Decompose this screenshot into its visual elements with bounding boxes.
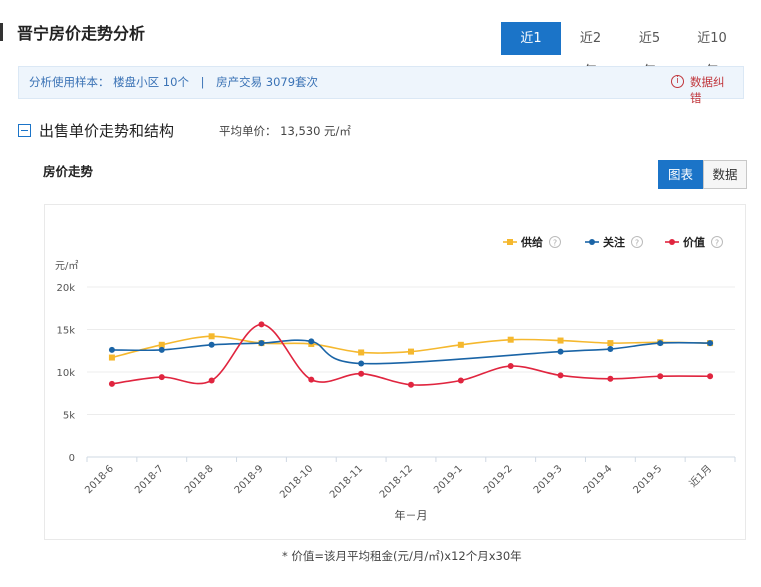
data-point <box>557 348 564 355</box>
data-point <box>358 370 365 377</box>
x-tick-label: 2018-7 <box>133 463 166 496</box>
data-point <box>108 380 115 387</box>
data-point <box>557 337 564 344</box>
sample-transactions: 房产交易 3079套次 <box>216 75 319 89</box>
y-tick-label: 0 <box>69 453 75 464</box>
help-icon <box>549 236 561 248</box>
legend-label: 供给 <box>520 235 543 249</box>
legend-marker <box>669 239 675 245</box>
data-point <box>358 360 365 367</box>
x-tick-label: 2019-5 <box>632 463 665 496</box>
value-footnote: * 价值=该月平均租金(元/月/㎡)x12个月x30年 <box>282 549 522 563</box>
info-circle-icon: i <box>671 75 684 88</box>
data-point <box>158 341 165 348</box>
data-point <box>158 374 165 381</box>
sample-info-bar: 分析使用样本： 楼盘小区 10个 | 房产交易 3079套次 <box>18 66 744 99</box>
series-line-3 <box>111 323 711 386</box>
data-point <box>208 377 215 384</box>
x-tick-label: 2018-11 <box>328 463 365 500</box>
average-price: 平均单价： 13,530 元/㎡ <box>219 124 351 138</box>
data-point <box>208 341 215 348</box>
data-point <box>457 341 464 348</box>
help-icon-glyph: ? <box>553 239 557 248</box>
y-tick-label: 20k <box>56 283 75 294</box>
x-tick-label: 2018-8 <box>183 463 216 496</box>
data-correction-link[interactable]: i 数据纠错 <box>671 74 735 106</box>
page-title-bar: 晋宁房价走势分析 <box>0 22 146 43</box>
data-point <box>657 373 664 380</box>
sample-communities: 楼盘小区 10个 <box>113 75 189 89</box>
data-point <box>358 349 365 356</box>
x-tick-label: 近1月 <box>686 462 714 490</box>
price-trend-chart: 0 5k 10k 15k 20k 元/㎡ 2018-6 2018-7 2018-8 2018-9 2… <box>44 204 746 540</box>
chart-section-title: 房价走势 <box>43 164 94 179</box>
data-point <box>507 336 514 343</box>
sample-label: 分析使用样本： <box>29 75 110 89</box>
data-point <box>707 340 714 347</box>
sample-separator: | <box>200 75 205 89</box>
chart-canvas: 0 5k 10k 15k 20k 元/㎡ 2018-6 2018-7 2018-8 2018-9 2… <box>55 235 736 522</box>
x-tick-label: 2018-10 <box>278 463 315 500</box>
time-range-tabs: 近1 年 近2 年 近5 年 近10 年 <box>501 22 745 79</box>
data-point <box>507 363 514 370</box>
section-title: 出售单价走势和结构 <box>39 122 175 140</box>
data-view-button[interactable]: 数据 <box>703 160 747 189</box>
data-point <box>607 340 614 347</box>
data-point <box>408 348 414 355</box>
y-tick-label: 15k <box>56 326 75 337</box>
x-tick-label: 2018-6 <box>83 463 116 496</box>
data-point <box>308 338 315 345</box>
help-icon <box>711 236 723 248</box>
data-correction-label: 数据纠错 <box>690 75 725 105</box>
data-point <box>408 381 414 388</box>
help-icon-glyph: ? <box>635 239 639 248</box>
tab-2-years[interactable]: 近2 年 <box>579 31 602 79</box>
data-point <box>308 376 315 383</box>
data-point <box>108 354 115 361</box>
data-point <box>108 346 115 353</box>
collapse-minus-icon[interactable] <box>18 124 31 137</box>
series-line-2 <box>111 339 711 365</box>
data-point <box>258 321 265 328</box>
x-tick-label: 2019-4 <box>582 463 615 496</box>
data-point <box>158 346 165 353</box>
help-icon <box>631 236 643 248</box>
title-accent-bar <box>0 23 3 41</box>
tab-1-year[interactable]: 近1 年 <box>501 22 561 79</box>
data-point <box>707 373 714 380</box>
data-point <box>258 340 265 347</box>
x-tick-label: 2018-12 <box>378 463 415 500</box>
data-point <box>208 333 215 340</box>
legend-marker <box>589 239 595 245</box>
data-point <box>557 372 564 379</box>
section-header: 出售单价走势和结构 <box>18 120 174 141</box>
data-point <box>607 375 614 382</box>
legend-label: 关注 <box>603 235 625 249</box>
x-tick-label: 2019-3 <box>532 463 565 496</box>
x-tick-label: 2019-2 <box>482 463 515 496</box>
page-title: 晋宁房价走势分析 <box>17 24 146 43</box>
legend-label: 价值 <box>683 235 705 249</box>
data-point <box>657 340 664 347</box>
tab-5-years[interactable]: 近5 年 <box>638 31 661 79</box>
y-tick-label: 5k <box>63 411 75 422</box>
view-toggle: 图表 数据 <box>658 160 747 189</box>
y-axis-label: 元/㎡ <box>55 260 78 272</box>
chart-view-button[interactable]: 图表 <box>658 160 703 189</box>
x-tick-label: 2019-1 <box>432 463 465 496</box>
y-tick-label: 10k <box>56 368 75 379</box>
x-axis-label: 年－月 <box>395 508 428 522</box>
help-icon-glyph: ? <box>715 239 719 248</box>
tab-10-years[interactable]: 近10 年 <box>697 31 727 79</box>
data-point <box>607 346 614 353</box>
data-point <box>457 377 464 384</box>
x-tick-label: 2018-9 <box>233 463 266 496</box>
legend-marker <box>507 239 513 245</box>
